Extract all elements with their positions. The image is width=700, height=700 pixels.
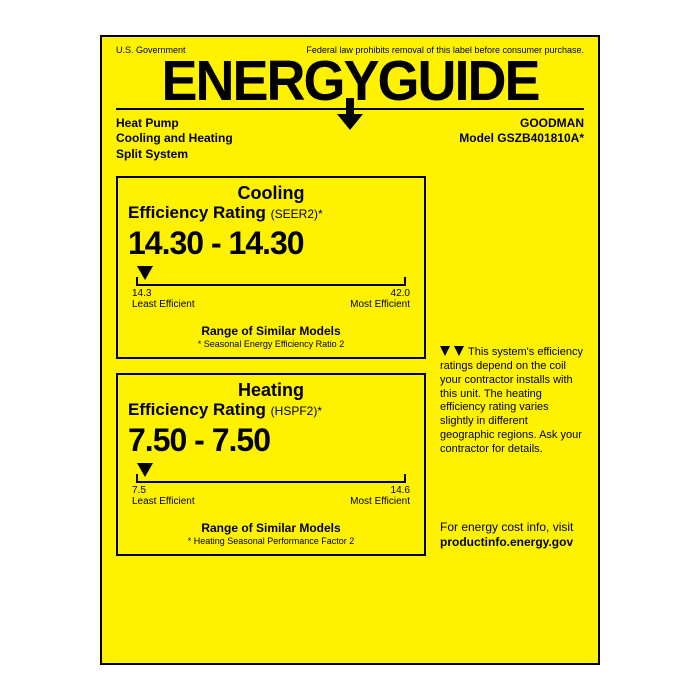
heating-note: * Heating Seasonal Performance Factor 2: [128, 536, 414, 546]
cooling-title: Cooling: [128, 184, 414, 203]
link-text: For energy cost info, visit: [440, 520, 584, 535]
product-model: GOODMAN Model GSZB401810A*: [459, 116, 584, 163]
link-block: For energy cost info, visit productinfo.…: [440, 520, 584, 550]
heating-box: Heating Efficiency Rating (HSPF2)* 7.50 …: [116, 373, 426, 556]
scale-pointer-icon: [137, 463, 153, 479]
scale-min: 7.5 Least Efficient: [132, 485, 195, 507]
scale-min: 14.3 Least Efficient: [132, 288, 195, 310]
heating-range: 7.50 - 7.50: [128, 422, 414, 459]
cooling-box: Cooling Efficiency Rating (SEER2)* 14.30…: [116, 176, 426, 359]
side-note-text: This system's efficiency ratings depend …: [440, 346, 583, 454]
cooling-scale: 14.3 Least Efficient 42.0 Most Efficient: [128, 266, 414, 320]
scale-max: 42.0 Most Efficient: [350, 288, 410, 310]
scale-tick: [404, 277, 406, 286]
energy-guide-label: U.S. Government Federal law prohibits re…: [100, 35, 600, 665]
logo-wrap: ENERGYGUIDE: [116, 57, 584, 110]
model-line: Model GSZB401810A*: [459, 131, 584, 147]
meta-line: Split System: [116, 147, 233, 163]
heating-subtitle: Efficiency Rating (HSPF2)*: [128, 400, 414, 420]
link-url: productinfo.energy.gov: [440, 535, 584, 550]
scale-line: [136, 284, 406, 286]
side-pointer-icon: [440, 346, 464, 358]
scale-line: [136, 481, 406, 483]
cooling-subtitle: Efficiency Rating (SEER2)*: [128, 203, 414, 223]
cooling-footer: Range of Similar Models: [128, 324, 414, 338]
heating-title: Heating: [128, 381, 414, 400]
side-note: This system's efficiency ratings depend …: [440, 346, 584, 456]
scale-tick: [404, 474, 406, 483]
scale-pointer-icon: [137, 266, 153, 282]
heating-footer: Range of Similar Models: [128, 521, 414, 535]
cooling-note: * Seasonal Energy Efficiency Ratio 2: [128, 339, 414, 349]
meta-line: Heat Pump: [116, 116, 233, 132]
scale-max: 14.6 Most Efficient: [350, 485, 410, 507]
cooling-range: 14.30 - 14.30: [128, 225, 414, 262]
side-column: This system's efficiency ratings depend …: [426, 176, 584, 570]
meta-line: Cooling and Heating: [116, 131, 233, 147]
brand: GOODMAN: [459, 116, 584, 132]
rating-boxes: Cooling Efficiency Rating (SEER2)* 14.30…: [116, 176, 426, 570]
body-row: Cooling Efficiency Rating (SEER2)* 14.30…: [116, 176, 584, 570]
logo-arrow-icon: [333, 98, 367, 132]
product-type: Heat Pump Cooling and Heating Split Syst…: [116, 116, 233, 163]
heating-scale: 7.5 Least Efficient 14.6 Most Efficient: [128, 463, 414, 517]
